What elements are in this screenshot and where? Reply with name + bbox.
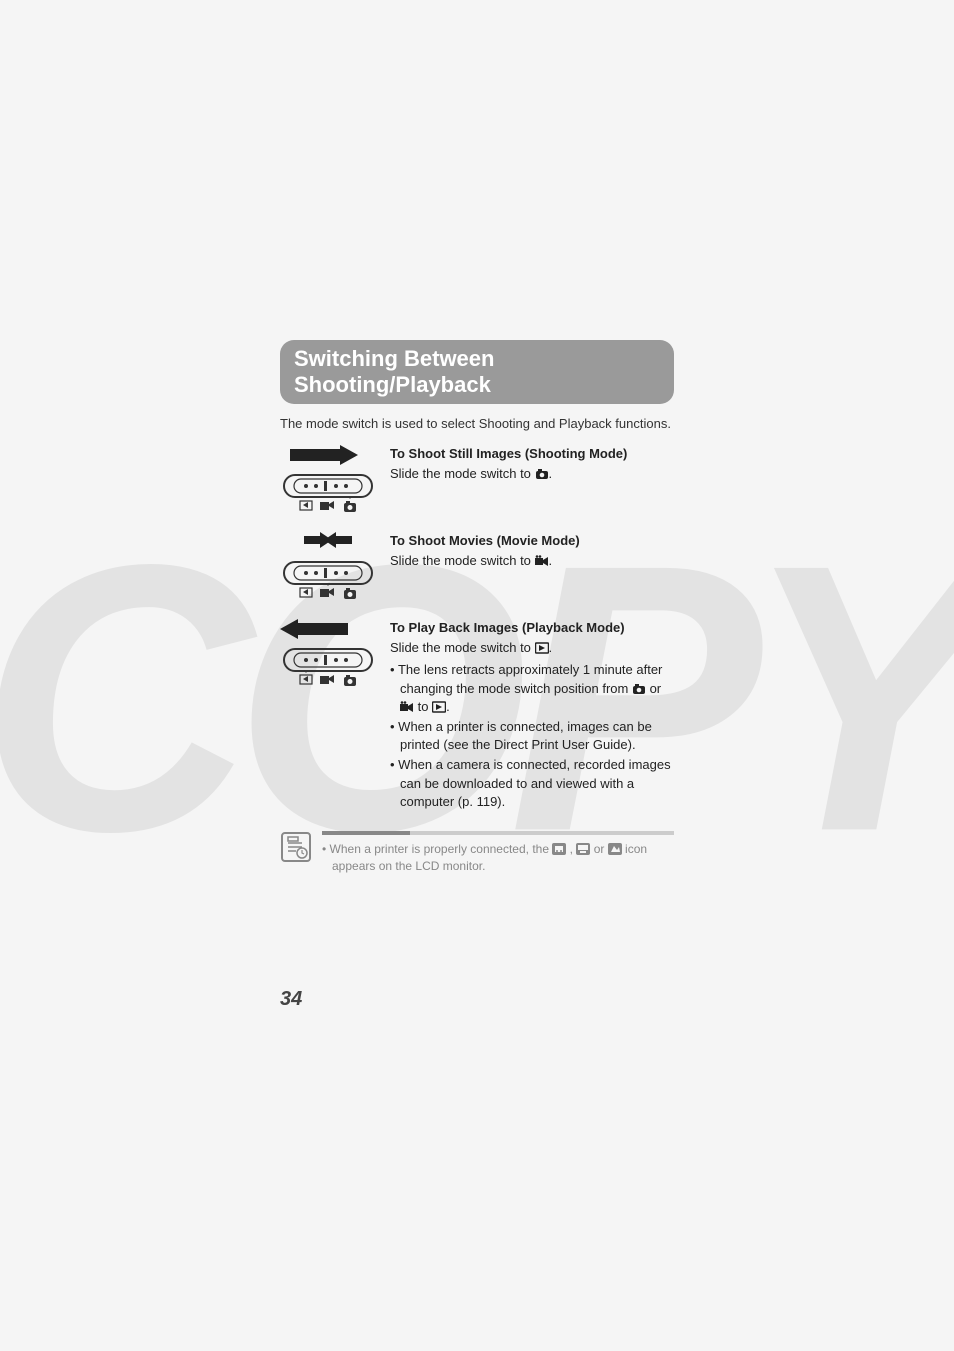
printer-icon-a [552, 843, 566, 855]
playback-bullets: The lens retracts approximately 1 minute… [390, 661, 674, 811]
still-title: To Shoot Still Images (Shooting Mode) [390, 445, 674, 463]
movie-title: To Shoot Movies (Movie Mode) [390, 532, 674, 550]
pictbridge-icon [608, 843, 622, 855]
movie-line: Slide the mode switch to [390, 553, 535, 568]
page-number: 34 [280, 988, 302, 1011]
playback-icon [535, 642, 549, 654]
mode-still: To Shoot Still Images (Shooting Mode) Sl… [280, 445, 674, 518]
section-header: Switching Between Shooting/Playback [280, 340, 674, 404]
note-divider [322, 831, 674, 835]
playback-line: Slide the mode switch to [390, 640, 535, 655]
mode-switch-movie-icon [280, 532, 376, 605]
playback-title: To Play Back Images (Playback Mode) [390, 619, 674, 637]
playback-icon [432, 701, 446, 713]
mode-switch-playback-icon [280, 619, 376, 692]
mode-movie: To Shoot Movies (Movie Mode) Slide the m… [280, 532, 674, 605]
bullet-camera: When a camera is connected, recorded ima… [390, 756, 674, 811]
movie-icon [535, 555, 549, 567]
intro-text: The mode switch is used to select Shooti… [280, 416, 674, 431]
mode-switch-still-icon [280, 445, 376, 518]
camera-icon [632, 683, 646, 695]
movie-suffix: . [549, 553, 553, 568]
playback-suffix: . [549, 640, 553, 655]
mode-playback: To Play Back Images (Playback Mode) Slid… [280, 619, 674, 813]
still-suffix: . [549, 466, 553, 481]
printer-icon-b [576, 843, 590, 855]
bullet-lens: The lens retracts approximately 1 minute… [390, 661, 674, 716]
memo-icon [280, 831, 312, 868]
camera-icon [535, 468, 549, 480]
movie-icon [400, 701, 414, 713]
note-text: • When a printer is properly connected, … [322, 841, 674, 875]
note-block: • When a printer is properly connected, … [280, 831, 674, 875]
bullet-printer: When a printer is connected, images can … [390, 718, 674, 754]
still-line: Slide the mode switch to [390, 466, 535, 481]
page-content: Switching Between Shooting/Playback The … [0, 0, 954, 874]
